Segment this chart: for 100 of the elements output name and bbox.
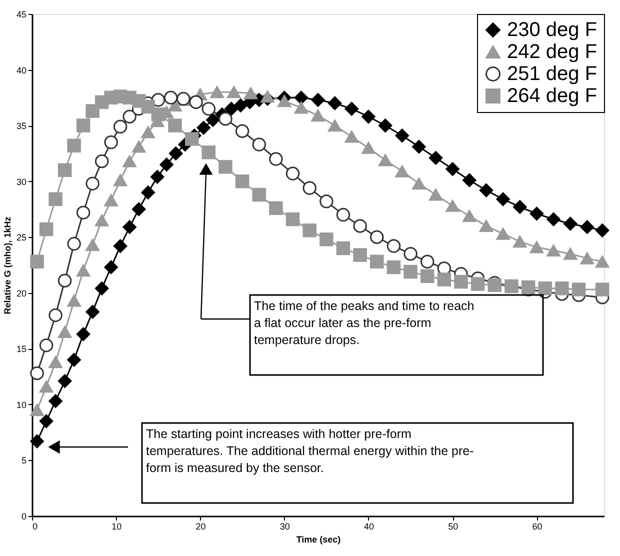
point [286, 166, 300, 180]
x-axis-title: Time (sec) [296, 534, 341, 544]
point [563, 248, 578, 260]
annotation: The starting point increases with hotter pre-form temperatures. The additional thermal energy within the pre-form is measured by the sensor. [146, 427, 474, 475]
point [420, 269, 434, 284]
point [404, 246, 418, 261]
point [362, 142, 376, 154]
point [122, 220, 136, 234]
point [580, 220, 594, 234]
point [521, 280, 536, 294]
point [164, 90, 178, 105]
point [395, 165, 409, 178]
y-tick-label: 5 [21, 456, 26, 466]
point [446, 162, 460, 176]
point [479, 183, 494, 198]
point [122, 110, 136, 124]
point [48, 308, 62, 322]
legend-label: 251 deg F [507, 63, 598, 85]
point [113, 120, 128, 134]
point [67, 138, 81, 153]
point [48, 394, 62, 408]
point [86, 304, 100, 319]
x-tick-label: 40 [364, 522, 374, 532]
point [336, 208, 350, 222]
point [362, 110, 376, 124]
point [30, 434, 44, 448]
point [378, 118, 392, 132]
point [412, 178, 426, 190]
point [563, 216, 578, 231]
point [150, 170, 164, 184]
point [370, 230, 384, 244]
point [555, 282, 569, 296]
point [30, 254, 44, 269]
point [168, 118, 182, 132]
point [294, 102, 308, 114]
legend-label: 242 deg F [507, 41, 598, 63]
point [122, 155, 136, 168]
point [546, 212, 560, 226]
point [39, 380, 54, 393]
x-tick-label: 50 [448, 522, 458, 532]
y-tick-label: 45 [16, 10, 26, 20]
point [328, 96, 342, 110]
point [470, 277, 485, 291]
point [269, 152, 283, 166]
point [132, 202, 146, 216]
point [420, 254, 434, 269]
point [311, 109, 325, 122]
point [196, 120, 210, 135]
point [437, 272, 452, 286]
point [202, 102, 216, 116]
point [446, 200, 460, 212]
legend-label: 264 deg F [507, 85, 598, 107]
point [160, 158, 174, 172]
point [344, 102, 359, 116]
x-tick-label: 60 [532, 522, 542, 532]
point [595, 224, 610, 238]
point [488, 278, 502, 292]
point [252, 138, 266, 152]
point [141, 186, 155, 200]
point [184, 132, 199, 146]
point [39, 222, 54, 236]
point [302, 181, 316, 195]
annotation: The time of the peaks and time to reach a flat occur later as the pre-form temperature drops. [254, 299, 474, 347]
point [311, 93, 325, 107]
y-tick-label: 30 [16, 176, 26, 187]
point [302, 224, 316, 238]
point [530, 241, 544, 254]
point [235, 124, 250, 138]
point [189, 95, 203, 109]
point [86, 176, 100, 190]
point [168, 146, 183, 160]
point [113, 174, 128, 186]
point [595, 282, 610, 296]
point [496, 228, 510, 240]
point [344, 130, 359, 143]
point [67, 236, 81, 251]
point [336, 241, 350, 256]
point [30, 404, 44, 416]
point [412, 140, 426, 154]
point [286, 212, 300, 226]
point [252, 188, 266, 202]
point [141, 126, 155, 138]
point [235, 174, 250, 188]
point [260, 90, 274, 103]
point [404, 264, 418, 279]
y-tick-label: 15 [16, 344, 26, 354]
point [277, 94, 292, 108]
point [206, 113, 220, 127]
y-tick-label: 0 [21, 512, 26, 522]
point [39, 338, 54, 352]
point [513, 236, 527, 248]
point [227, 86, 241, 98]
x-tick-label: 10 [112, 522, 122, 532]
point [269, 201, 283, 215]
point [462, 173, 476, 188]
point [58, 326, 72, 338]
y-tick-label: 10 [16, 400, 26, 410]
point [113, 239, 128, 253]
point [378, 154, 392, 166]
point [294, 90, 308, 105]
